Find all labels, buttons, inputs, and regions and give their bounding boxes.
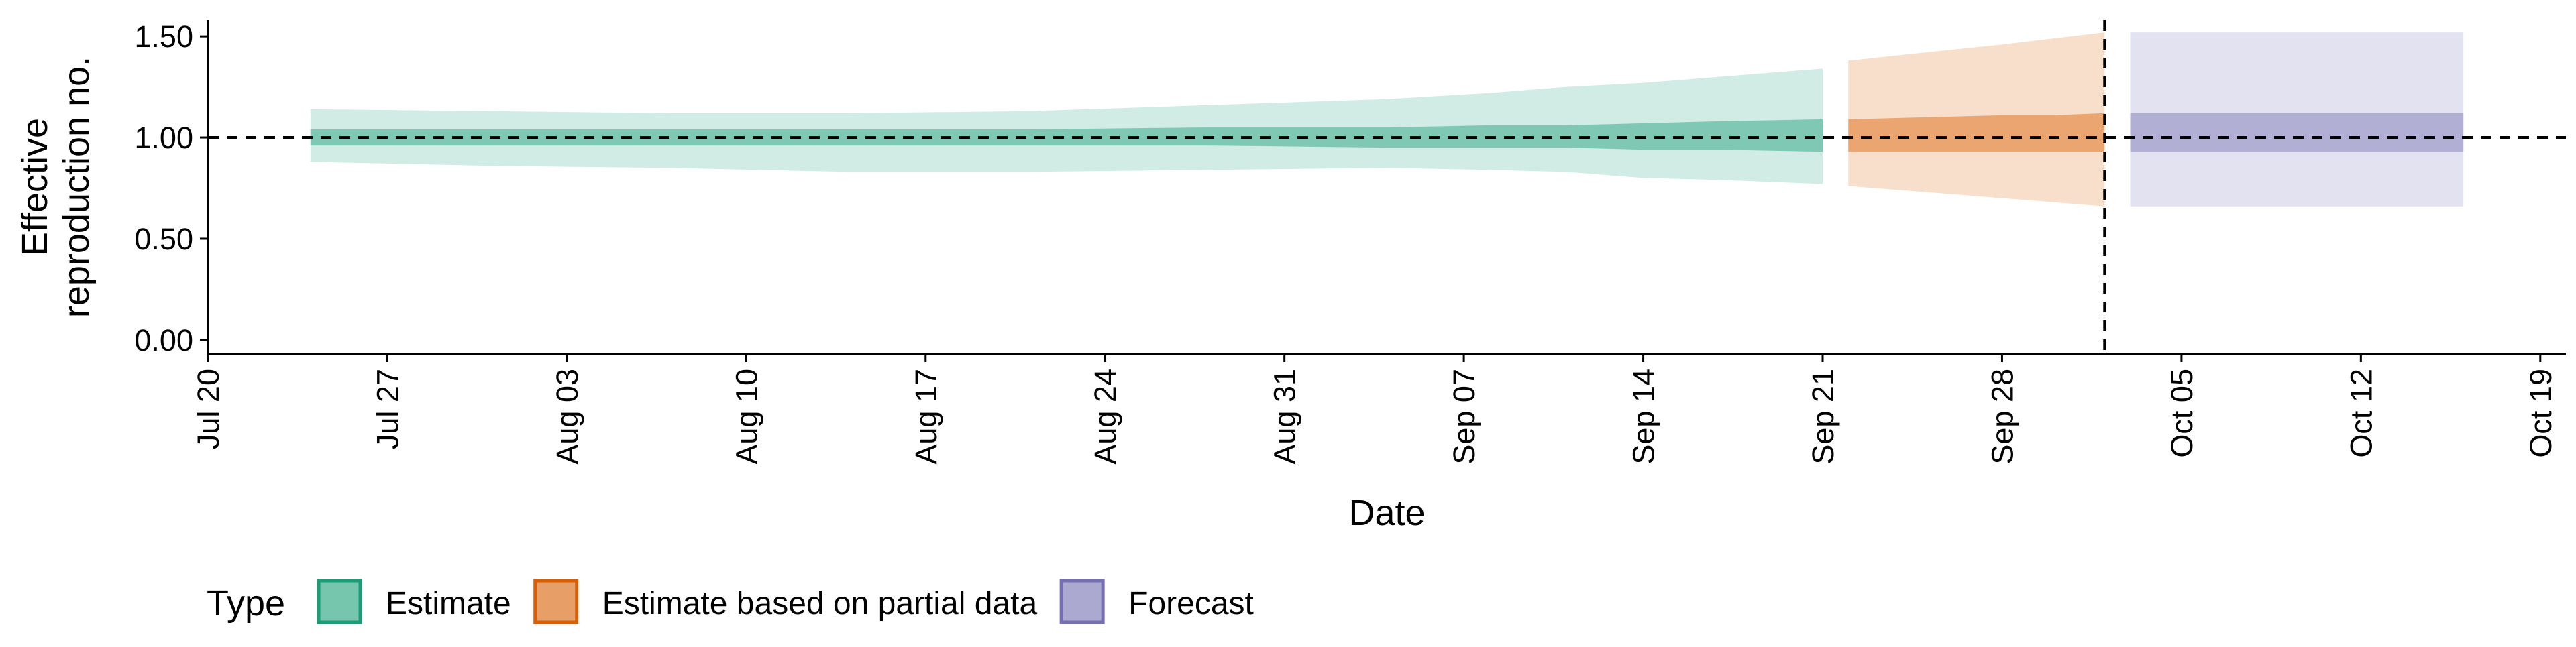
band-50-estimate-based-on-partial-data [1848, 113, 2105, 152]
x-tick-label: Aug 31 [1268, 369, 1302, 465]
x-tick-label: Oct 05 [2165, 369, 2199, 458]
legend-swatch [1059, 579, 1105, 624]
legend-label: Estimate [386, 586, 511, 622]
legend-swatch [317, 579, 362, 624]
x-tick-label: Sep 14 [1627, 369, 1661, 465]
x-tick-label: Aug 10 [729, 369, 763, 465]
series-estimate [310, 68, 1823, 184]
band-90-estimate [310, 68, 1823, 184]
x-tick-label: Oct 19 [2524, 369, 2558, 458]
band-90-estimate-based-on-partial-data [1848, 32, 2105, 207]
x-tick-label: Oct 12 [2344, 369, 2378, 458]
axes-layer [200, 20, 2566, 362]
bands-layer [310, 32, 2464, 207]
y-tick-label: 0.50 [134, 222, 193, 256]
legend-item: Forecast [1059, 579, 1254, 624]
x-tick-label: Jul 27 [370, 369, 405, 449]
y-axis-title-line: Effective [15, 118, 55, 256]
y-tick-label: 1.50 [134, 19, 193, 54]
legend-item: Estimate [317, 579, 511, 624]
x-tick-label: Jul 20 [191, 369, 225, 449]
band-50-forecast [2130, 113, 2464, 152]
legend-swatch [533, 579, 579, 624]
y-tick-label: 0.00 [134, 323, 193, 357]
y-axis-title-line: reproduction no. [56, 56, 97, 318]
band-90-forecast [2130, 32, 2464, 207]
labels-layer: 0.00 0.50 1.00 1.50 Jul 20 Jul 27 Aug 03 Aug 10… [15, 19, 2558, 533]
x-tick-label: Sep 21 [1806, 369, 1840, 465]
legend-label: Forecast [1128, 586, 1254, 622]
x-tick-label: Sep 07 [1447, 369, 1481, 465]
legend: Type Estimate Estimate based on partial da… [207, 579, 1254, 624]
series-estimate-based-on-partial-data [1848, 32, 2105, 207]
legend-item: Estimate based on partial data [533, 579, 1038, 624]
x-tick-label: Aug 24 [1088, 369, 1122, 465]
legend-label: Estimate based on partial data [602, 586, 1038, 622]
x-axis-title: Date [1348, 493, 1425, 533]
legend-title: Type [207, 583, 285, 624]
series-forecast [2130, 32, 2464, 207]
x-tick-label: Aug 17 [909, 369, 943, 465]
band-50-estimate [310, 119, 1823, 152]
x-tick-label: Sep 28 [1985, 369, 2019, 465]
x-tick-label: Aug 03 [550, 369, 584, 465]
y-tick-label: 1.00 [134, 121, 193, 155]
